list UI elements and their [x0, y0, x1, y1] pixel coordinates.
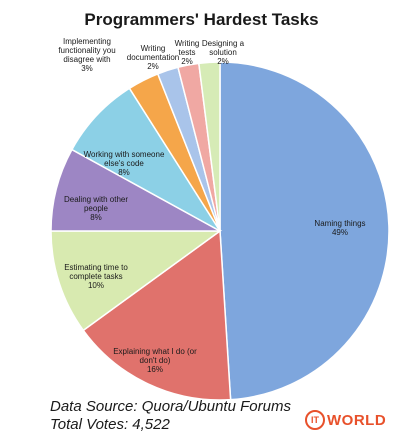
itworld-logo: IT WORLD — [305, 409, 397, 431]
pie-slices — [50, 61, 390, 401]
slice-label: Naming things 49% — [314, 219, 365, 237]
chart-title: Programmers' Hardest Tasks — [84, 10, 319, 29]
slice-label: Designing a solution 2% — [202, 39, 245, 66]
slice-label: Writing documentation 2% — [127, 44, 179, 71]
slice-label: Explaining what I do (or don't do) 16% — [113, 347, 197, 374]
slice-label: Writing tests 2% — [175, 39, 200, 66]
it-logo-circle: IT — [305, 410, 325, 430]
world-logo-text: WORLD — [327, 411, 387, 429]
pie-slice — [219, 61, 390, 401]
pie-slice — [82, 229, 232, 401]
pie-slice — [50, 230, 223, 332]
pie-labels: Naming things 49% Explaining what I do (or… — [58, 37, 365, 374]
slice-label: Implementing functionality you disagree wi… — [58, 37, 115, 73]
slice-label: Dealing with other people 8% — [64, 195, 128, 222]
slice-label: Estimating time to complete tasks 10% — [64, 263, 128, 290]
pie-slice — [197, 61, 221, 232]
slice-label: Working with someone else's code 8% — [84, 150, 165, 177]
total-votes-text: Total Votes: 4,522 — [50, 416, 170, 433]
data-source-text: Data Source: Quora/Ubuntu Forums — [50, 398, 291, 415]
